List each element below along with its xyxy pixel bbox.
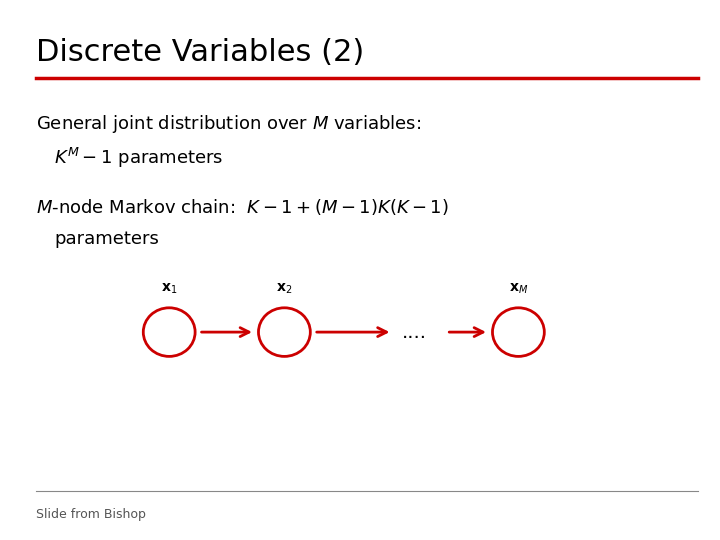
Text: $\mathbf{x}_2$: $\mathbf{x}_2$ [276, 281, 292, 296]
Ellipse shape [143, 308, 195, 356]
Text: Discrete Variables (2): Discrete Variables (2) [36, 38, 364, 67]
Text: $M$-node Markov chain:  $K - 1 + (M-1)K(K-1)$: $M$-node Markov chain: $K - 1 + (M-1)K(K… [36, 197, 449, 217]
Text: Slide from Bishop: Slide from Bishop [36, 508, 146, 521]
Ellipse shape [258, 308, 310, 356]
Text: $\mathbf{x}_M$: $\mathbf{x}_M$ [509, 281, 528, 296]
Text: $K^{M} - 1$ parameters: $K^{M} - 1$ parameters [54, 146, 223, 170]
Text: General joint distribution over $M$ variables:: General joint distribution over $M$ vari… [36, 113, 421, 136]
Text: parameters: parameters [54, 230, 159, 247]
Text: ....: .... [402, 322, 426, 342]
Text: $\mathbf{x}_1$: $\mathbf{x}_1$ [161, 281, 177, 296]
Ellipse shape [492, 308, 544, 356]
